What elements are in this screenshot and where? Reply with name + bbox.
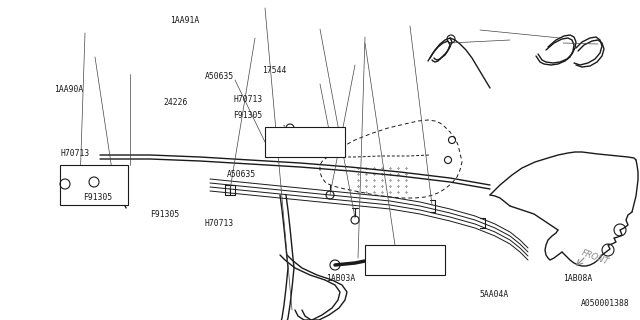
Text: FRONT: FRONT [580,249,610,267]
Text: 1AA91A: 1AA91A [170,16,199,25]
Text: F91305: F91305 [234,111,263,120]
Text: 17544: 17544 [262,66,287,75]
Bar [265,127,345,157]
Bar [365,245,445,275]
Text: A050001388: A050001388 [581,299,630,308]
Text: F91305: F91305 [83,193,113,202]
Bar [60,165,128,205]
Text: H70713: H70713 [61,149,90,158]
Text: A50635: A50635 [227,170,257,179]
Text: 1AB03A: 1AB03A [326,274,356,283]
Text: 24226: 24226 [163,98,188,107]
Text: 5AA04A: 5AA04A [480,290,509,299]
Text: H70713: H70713 [205,220,234,228]
Text: A50635: A50635 [205,72,234,81]
Text: F91305: F91305 [150,210,180,219]
Text: 1AB08A: 1AB08A [563,274,593,283]
Text: 1AA90A: 1AA90A [54,85,84,94]
Text: H70713: H70713 [234,95,263,104]
